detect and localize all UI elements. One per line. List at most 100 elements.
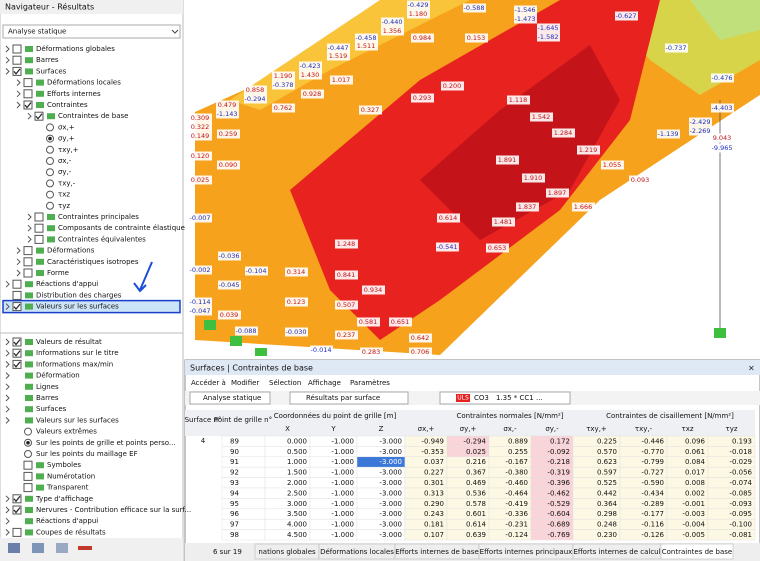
results-select[interactable] [289,391,409,405]
checkbox[interactable] [12,66,22,76]
checkbox[interactable] [34,111,44,121]
tree-item[interactable]: Type d'affichage [35,495,93,503]
checkbox[interactable] [23,268,33,278]
radio[interactable] [46,157,54,165]
checkbox[interactable] [12,505,22,515]
radio[interactable] [46,123,54,132]
expander[interactable] [5,361,10,368]
dropdown-text[interactable]: Analyse statique [8,28,66,36]
dropdown[interactable] [2,24,181,39]
checkbox[interactable] [34,212,44,222]
tree-item[interactable]: Valeurs extrêmes [36,428,97,436]
expander[interactable] [5,517,10,525]
checkbox[interactable] [12,337,22,347]
tree-item[interactable]: Valeurs sur les surfaces [36,303,119,311]
toolbar-icon[interactable] [78,546,92,550]
expander[interactable] [16,269,21,277]
tree-item[interactable]: Réactions d'appui [36,280,98,288]
tree-item[interactable]: Surfaces [36,67,67,75]
radio[interactable] [46,201,54,210]
checkbox[interactable] [12,527,22,537]
expander[interactable] [5,280,10,288]
radio[interactable] [24,427,32,436]
checkbox[interactable] [23,257,33,267]
checkbox[interactable] [23,78,33,88]
tree-item[interactable]: Réactions d'appui [36,517,98,525]
tree-item[interactable]: Forme [47,269,69,277]
tree-item[interactable]: Informations sur le titre [36,349,119,357]
toolbar-icon[interactable] [8,543,20,553]
expander[interactable] [5,372,10,379]
radio[interactable] [46,179,54,188]
tree-item[interactable]: Symboles [47,461,81,469]
expander[interactable] [5,394,10,402]
radio[interactable] [46,168,54,177]
tab-label[interactable]: Efforts internes de calcul [573,548,660,556]
tree-item[interactable]: Informations max/min [36,360,113,368]
checkbox[interactable] [12,55,22,65]
expander[interactable] [5,68,10,75]
tree-item[interactable]: Déformations globales [36,45,115,53]
combo-select[interactable] [439,391,571,405]
tree-item[interactable]: Contraintes de base [58,112,129,120]
tree-item[interactable]: Lignes [36,383,59,391]
tree-item[interactable]: Contraintes [47,101,88,109]
checkbox[interactable] [23,89,33,99]
expander[interactable] [5,338,10,346]
expander[interactable] [27,112,32,120]
menu-item[interactable]: Sélection [269,379,301,387]
checkbox[interactable] [34,234,44,244]
close-button[interactable]: × [748,364,755,373]
expander[interactable] [27,224,32,232]
checkbox[interactable] [12,494,22,504]
tree-item[interactable]: Coupes de résultats [36,528,106,536]
tree-item[interactable]: Valeurs sur les surfaces [36,416,119,424]
expander[interactable] [16,79,21,86]
checkbox[interactable] [12,44,22,54]
tree-item[interactable]: Barres [36,394,59,402]
checkbox[interactable] [12,348,22,358]
expander[interactable] [5,303,10,310]
toolbar-text[interactable]: Analyse statique [203,394,261,402]
tree-item[interactable]: τxy,+ [58,146,79,154]
checkbox[interactable] [34,223,44,233]
tree-item[interactable]: σy,- [58,168,72,176]
tree-item[interactable]: τyz [58,202,70,210]
checkbox[interactable] [12,290,22,300]
tab-label[interactable]: Efforts internes de base [395,548,479,556]
tree-item[interactable]: σx,- [58,157,72,165]
tree-item[interactable]: σy,+ [58,135,75,143]
expander[interactable] [5,45,10,53]
tree-item[interactable]: Déformations [47,247,95,255]
tree-item[interactable]: Distribution des charges [36,291,122,299]
checkbox[interactable] [23,471,33,481]
menu-item[interactable]: Modifier [231,379,259,387]
tree-item[interactable]: Valeurs de résultat [36,338,102,346]
checkbox[interactable] [23,246,33,256]
checkbox[interactable] [12,302,22,312]
expander[interactable] [5,495,10,503]
checkbox[interactable] [23,483,33,493]
expander[interactable] [5,56,10,64]
expander[interactable] [5,405,10,413]
tree-item[interactable]: Composants de contrainte élastique [58,224,185,232]
tree-item[interactable]: τxz [58,191,70,199]
expander[interactable] [16,90,21,98]
tab-label[interactable]: Efforts internes principaux [480,548,573,556]
radio[interactable] [46,145,54,154]
toolbar-text[interactable]: Résultats par surface [306,394,380,402]
tree-item[interactable]: Nervures - Contribution efficace sur la … [36,506,191,514]
tree-item[interactable]: Déformation [36,372,80,380]
tab-label[interactable]: nations globales [258,548,316,556]
toolbar-icon[interactable] [56,543,68,553]
radio[interactable] [24,450,32,458]
expander[interactable] [16,101,21,109]
tree-item[interactable]: Surfaces [36,405,67,413]
expander[interactable] [5,417,10,424]
menu-item[interactable]: Accéder à [191,379,226,387]
tree-item[interactable]: Efforts internes [47,90,101,98]
tree-item[interactable]: Contraintes principales [58,213,139,221]
tree-item[interactable]: τxy,- [58,179,76,187]
checkbox[interactable] [23,460,33,470]
toolbar-icon[interactable] [32,543,44,553]
